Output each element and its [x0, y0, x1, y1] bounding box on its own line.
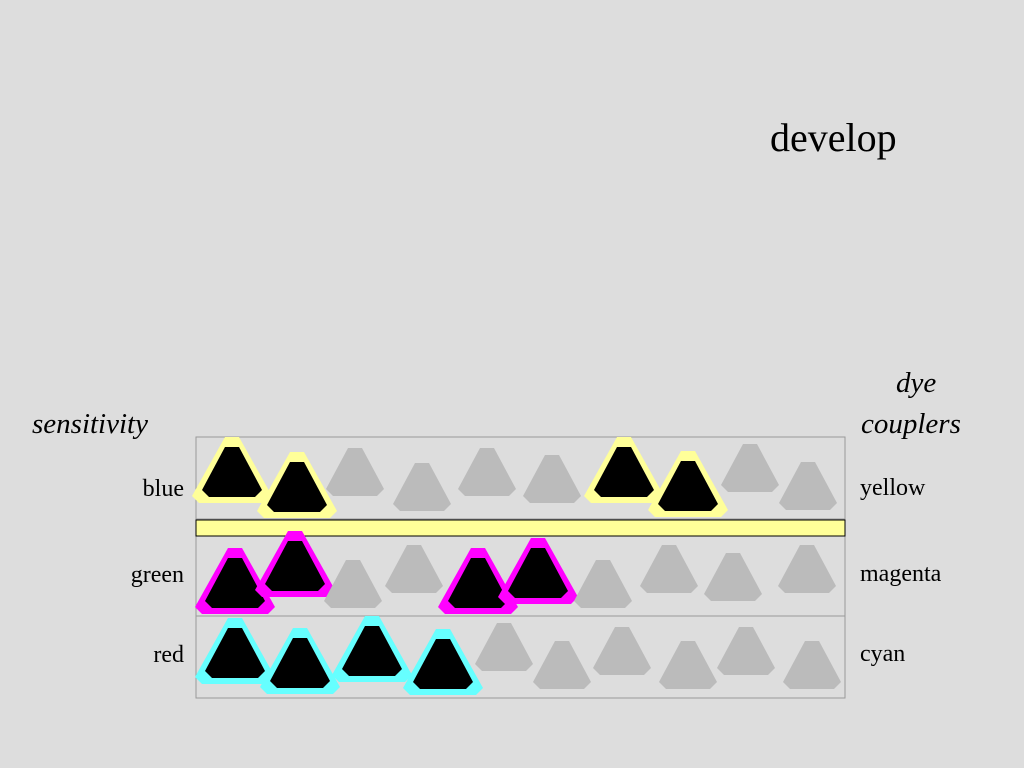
developed-silver-grain [448, 558, 508, 608]
undeveloped-grain [324, 560, 382, 608]
yellow-filter-layer [195, 519, 846, 537]
developed-silver-grain [267, 462, 327, 512]
layer-frame-red [195, 615, 846, 699]
developed-silver-grain [265, 541, 325, 591]
undeveloped-grain [533, 641, 591, 689]
developed-silver-grain [658, 461, 718, 511]
layer-frames [195, 436, 846, 699]
developed-silver-grain [413, 639, 473, 689]
undeveloped-grain [385, 545, 443, 593]
slide-title: develop [770, 115, 897, 160]
undeveloped-grain [640, 545, 698, 593]
developed-silver-grain [270, 638, 330, 688]
dye-label-yellow: yellow [860, 475, 926, 501]
developed-silver-grain [205, 558, 265, 608]
undeveloped-grain [475, 623, 533, 671]
grain-layer-green [195, 531, 836, 614]
undeveloped-grain [704, 553, 762, 601]
undeveloped-grain [779, 462, 837, 510]
developed-silver-grain [508, 548, 568, 598]
undeveloped-grain [458, 448, 516, 496]
grain-set [192, 437, 841, 695]
undeveloped-grain [574, 560, 632, 608]
undeveloped-grain [783, 641, 841, 689]
grain-layer-blue [192, 437, 837, 518]
sensitivity-header: sensitivity [32, 408, 148, 440]
developed-silver-grain [594, 447, 654, 497]
dye-label-magenta: magenta [860, 561, 942, 587]
developed-silver-grain [202, 447, 262, 497]
sensitivity-label-red: red [153, 642, 184, 668]
developed-silver-grain [205, 628, 265, 678]
dye-label-cyan: cyan [860, 641, 906, 667]
layer-frame-blue [195, 436, 846, 520]
undeveloped-grain [659, 641, 717, 689]
dye-couplers-header-line1: dye [896, 367, 937, 399]
grain-layer-red [195, 616, 841, 695]
undeveloped-grain [717, 627, 775, 675]
undeveloped-grain [326, 448, 384, 496]
developed-silver-grain [342, 626, 402, 676]
dye-couplers-header-line2: couplers [861, 408, 961, 440]
undeveloped-grain [593, 627, 651, 675]
undeveloped-grain [778, 545, 836, 593]
undeveloped-grain [721, 444, 779, 492]
sensitivity-label-blue: blue [142, 476, 184, 502]
undeveloped-grain [523, 455, 581, 503]
undeveloped-grain [393, 463, 451, 511]
sensitivity-label-green: green [130, 562, 184, 588]
